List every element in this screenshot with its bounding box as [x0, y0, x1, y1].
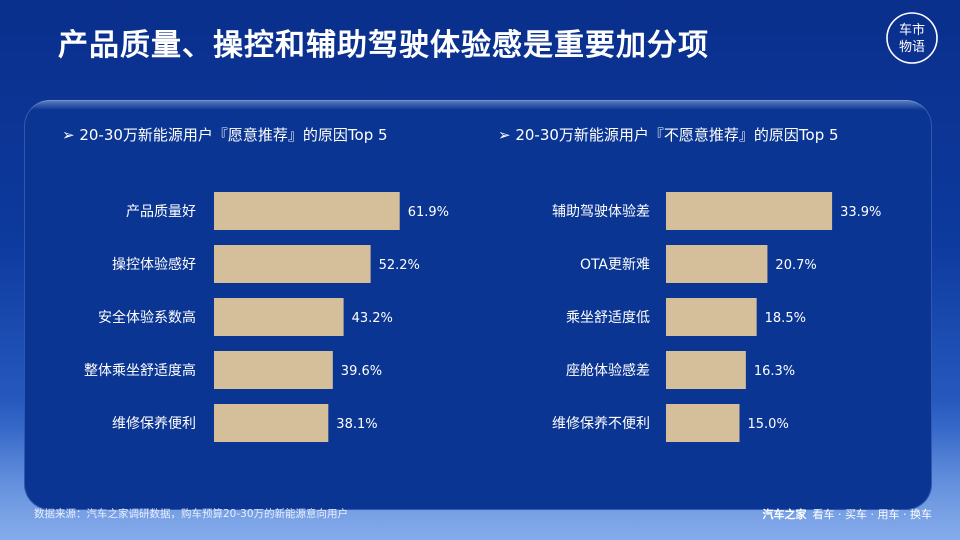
category-label-recommend-4: 整体乘坐舒适度高	[84, 362, 196, 379]
value-label-not-recommend-2: 20.7%	[775, 258, 816, 273]
value-label-not-recommend-3: 18.5%	[765, 311, 806, 326]
value-label-not-recommend-4: 16.3%	[754, 364, 795, 379]
brand-logo: 车市 物语	[886, 12, 938, 64]
category-label-not-recommend-2: OTA更新难	[580, 257, 650, 273]
bar-not-recommend-2	[666, 245, 768, 283]
bar-recommend-3	[214, 298, 344, 336]
bar-recommend-5	[214, 404, 329, 442]
value-label-not-recommend-1: 33.9%	[840, 205, 881, 220]
bar-chart-not-recommend: 辅助驾驶体验差 33.9% OTA更新难 20.7% 乘坐舒适度低 18.5% 座舱体验感差…	[552, 192, 881, 442]
brand-name: 汽车之家	[762, 508, 807, 521]
svg-text:车市: 车市	[899, 22, 925, 38]
category-label-not-recommend-3: 乘坐舒适度低	[566, 310, 650, 326]
svg-text:物语: 物语	[899, 40, 925, 55]
value-label-recommend-3: 43.2%	[352, 311, 393, 326]
chart-not-recommend-reasons: ➢ 20-30万新能源用户『不愿意推荐』的原因Top 5 辅助驾驶体验差 33.9…	[478, 100, 932, 510]
bar-not-recommend-1	[666, 192, 833, 230]
bar-chart-recommend: 产品质量好 61.9% 操控体验感好 52.2% 安全体验系数高 43.2% 整体乘坐舒适度…	[84, 192, 449, 442]
value-label-recommend-5: 38.1%	[336, 417, 377, 432]
category-label-not-recommend-4: 座舱体验感差	[566, 362, 650, 379]
panel-highlight	[24, 100, 932, 110]
bar-recommend-1	[214, 192, 400, 230]
footer-brand: 汽车之家 看车 · 买车 · 用车 · 换车	[763, 506, 932, 522]
brand-slogan: 看车 · 买车 · 用车 · 换车	[812, 508, 932, 521]
bar-recommend-4	[214, 351, 333, 389]
value-label-recommend-4: 39.6%	[341, 364, 382, 379]
category-label-recommend-2: 操控体验感好	[112, 256, 196, 273]
chart-title-not-recommend: ➢ 20-30万新能源用户『不愿意推荐』的原因Top 5	[498, 126, 839, 144]
bar-not-recommend-5	[666, 404, 740, 442]
value-label-recommend-2: 52.2%	[379, 258, 420, 273]
bar-not-recommend-3	[666, 298, 757, 336]
bar-not-recommend-4	[666, 351, 746, 389]
data-source-note: 数据来源：汽车之家调研数据，购车预算20-30万的新能源意向用户	[34, 508, 349, 520]
value-label-not-recommend-5: 15.0%	[748, 417, 789, 432]
category-label-not-recommend-5: 维修保养不便利	[552, 416, 650, 432]
category-label-recommend-5: 维修保养便利	[112, 416, 196, 432]
bar-recommend-2	[214, 245, 371, 283]
value-label-recommend-1: 61.9%	[408, 205, 449, 220]
chart-title-recommend: ➢ 20-30万新能源用户『愿意推荐』的原因Top 5	[62, 126, 388, 144]
page-title: 产品质量、操控和辅助驾驶体验感是重要加分项	[58, 28, 709, 63]
category-label-recommend-3: 安全体验系数高	[98, 309, 196, 326]
chart-panel: ➢ 20-30万新能源用户『愿意推荐』的原因Top 5 产品质量好 61.9% 操控…	[24, 100, 932, 510]
category-label-recommend-1: 产品质量好	[126, 204, 196, 220]
chart-recommend-reasons: ➢ 20-30万新能源用户『愿意推荐』的原因Top 5 产品质量好 61.9% 操控…	[24, 100, 478, 510]
category-label-not-recommend-1: 辅助驾驶体验差	[552, 204, 650, 220]
